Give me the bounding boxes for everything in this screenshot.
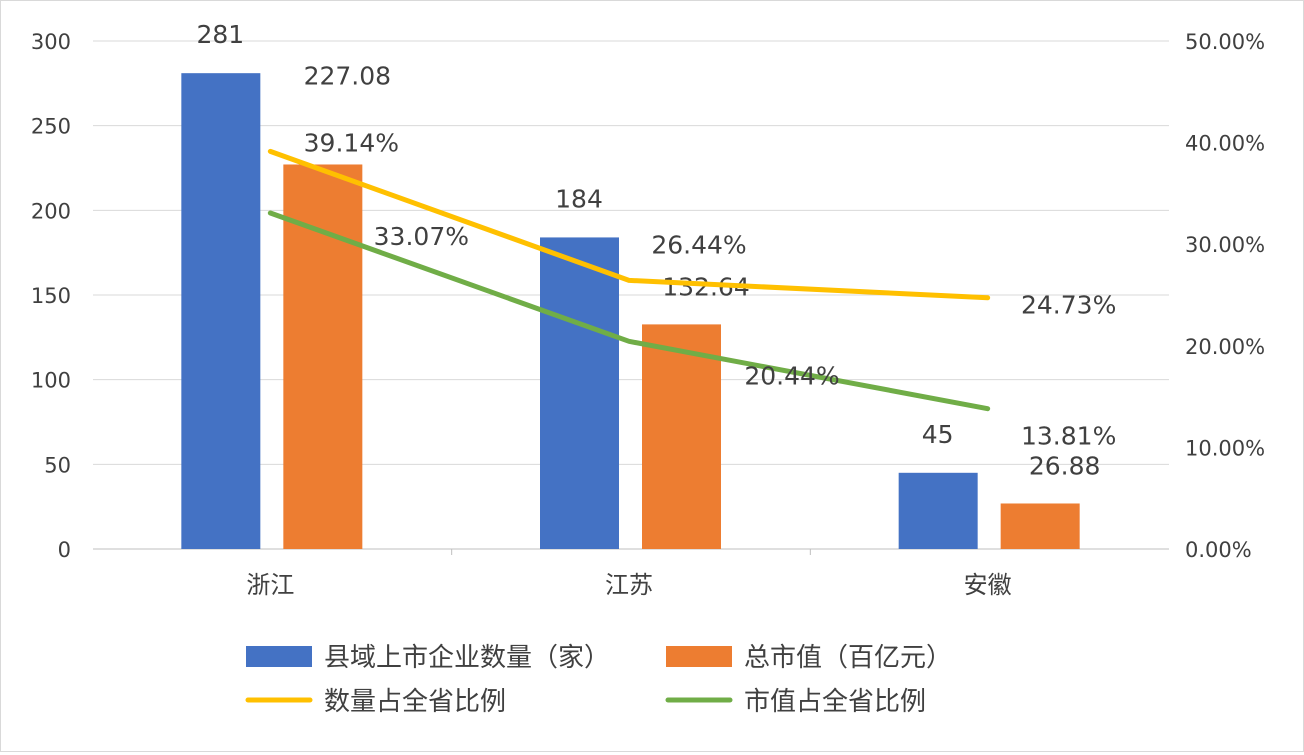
y-left-tick-label: 300 — [31, 30, 71, 54]
bar-market-value — [283, 164, 363, 550]
legend-label: 数量占全省比例 — [324, 687, 506, 717]
line-data-label: 33.07% — [374, 222, 469, 251]
y-left-tick-label: 100 — [31, 369, 71, 393]
x-category-label: 江苏 — [605, 571, 653, 599]
bar-count — [540, 237, 619, 549]
legend-swatch — [666, 646, 732, 667]
bar-market-value — [1000, 503, 1080, 549]
legend-label: 市值占全省比例 — [744, 687, 926, 717]
bar-data-label: 227.08 — [304, 61, 391, 90]
line-value-share — [267, 210, 991, 412]
y-right-tick-label: 20.00% — [1185, 335, 1265, 359]
line-data-label: 24.73% — [1021, 291, 1116, 320]
y-left-tick-label: 250 — [31, 115, 71, 139]
bar-data-label: 281 — [196, 20, 244, 49]
line-data-label: 20.44% — [744, 361, 839, 390]
legend-swatch — [246, 646, 312, 667]
y-left-tick-label: 150 — [31, 284, 71, 308]
legend-label: 总市值（百亿元） — [744, 643, 952, 673]
line-data-label: 26.44% — [651, 230, 746, 259]
bar-market-value — [642, 324, 721, 549]
bar-data-label: 26.88 — [1029, 451, 1101, 480]
bar-data-label: 45 — [922, 420, 954, 449]
y-right-tick-label: 30.00% — [1185, 233, 1265, 257]
y-right-tick-label: 10.00% — [1185, 436, 1265, 460]
line-data-label: 13.81% — [1021, 422, 1116, 451]
line-count-share — [267, 148, 991, 301]
y-right-tick-label: 0.00% — [1185, 538, 1252, 562]
y-right-tick-label: 40.00% — [1185, 132, 1265, 156]
bar-data-label: 184 — [555, 184, 603, 213]
y-left-tick-label: 50 — [44, 453, 71, 477]
y-left-tick-label: 200 — [31, 199, 71, 223]
line-data-label: 39.14% — [304, 128, 399, 157]
y-left-tick-label: 0 — [58, 538, 71, 562]
x-category-label: 安徽 — [964, 571, 1012, 599]
y-right-tick-label: 50.00% — [1185, 30, 1265, 54]
x-category-label: 浙江 — [246, 571, 294, 599]
legend-label: 县域上市企业数量（家） — [324, 643, 610, 673]
bar-count — [898, 472, 978, 549]
bar-count — [181, 73, 261, 549]
